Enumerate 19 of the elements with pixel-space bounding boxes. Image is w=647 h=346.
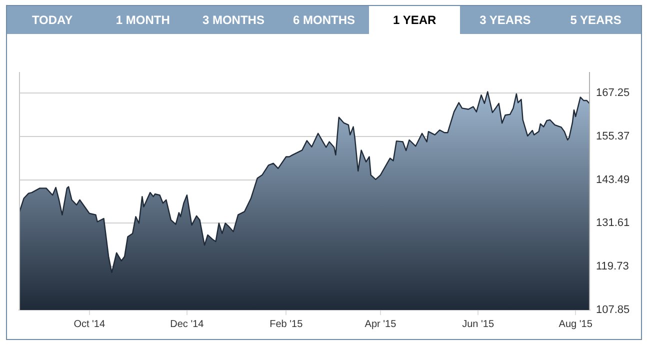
y-tick-label: 143.49 [596,174,630,186]
x-tick-label: Oct '14 [74,318,106,330]
y-tick-label: 167.25 [596,87,630,100]
text: 1 YEAR [369,6,460,34]
x-tick-label: Aug '15 [558,318,593,330]
y-tick-label: 107.85 [596,304,630,316]
text: 3 MONTHS [201,12,266,29]
x-tick-label: Apr '15 [364,318,397,330]
x-tick-label: Feb '15 [270,318,304,330]
x-tick-label: Jun '15 [462,318,494,330]
y-tick-label: 131.61 [596,217,630,230]
text: TODAY [30,12,74,29]
text: 1 MONTH [114,12,171,29]
y-tick-label: 155.37 [596,130,630,142]
y-tick-label: 119.73 [596,260,629,273]
x-tick-label: Dec '14 [170,318,204,330]
text: 6 MONTHS [292,12,356,29]
text: 5 YEARS [569,12,622,29]
text: 3 YEARS [478,12,532,29]
